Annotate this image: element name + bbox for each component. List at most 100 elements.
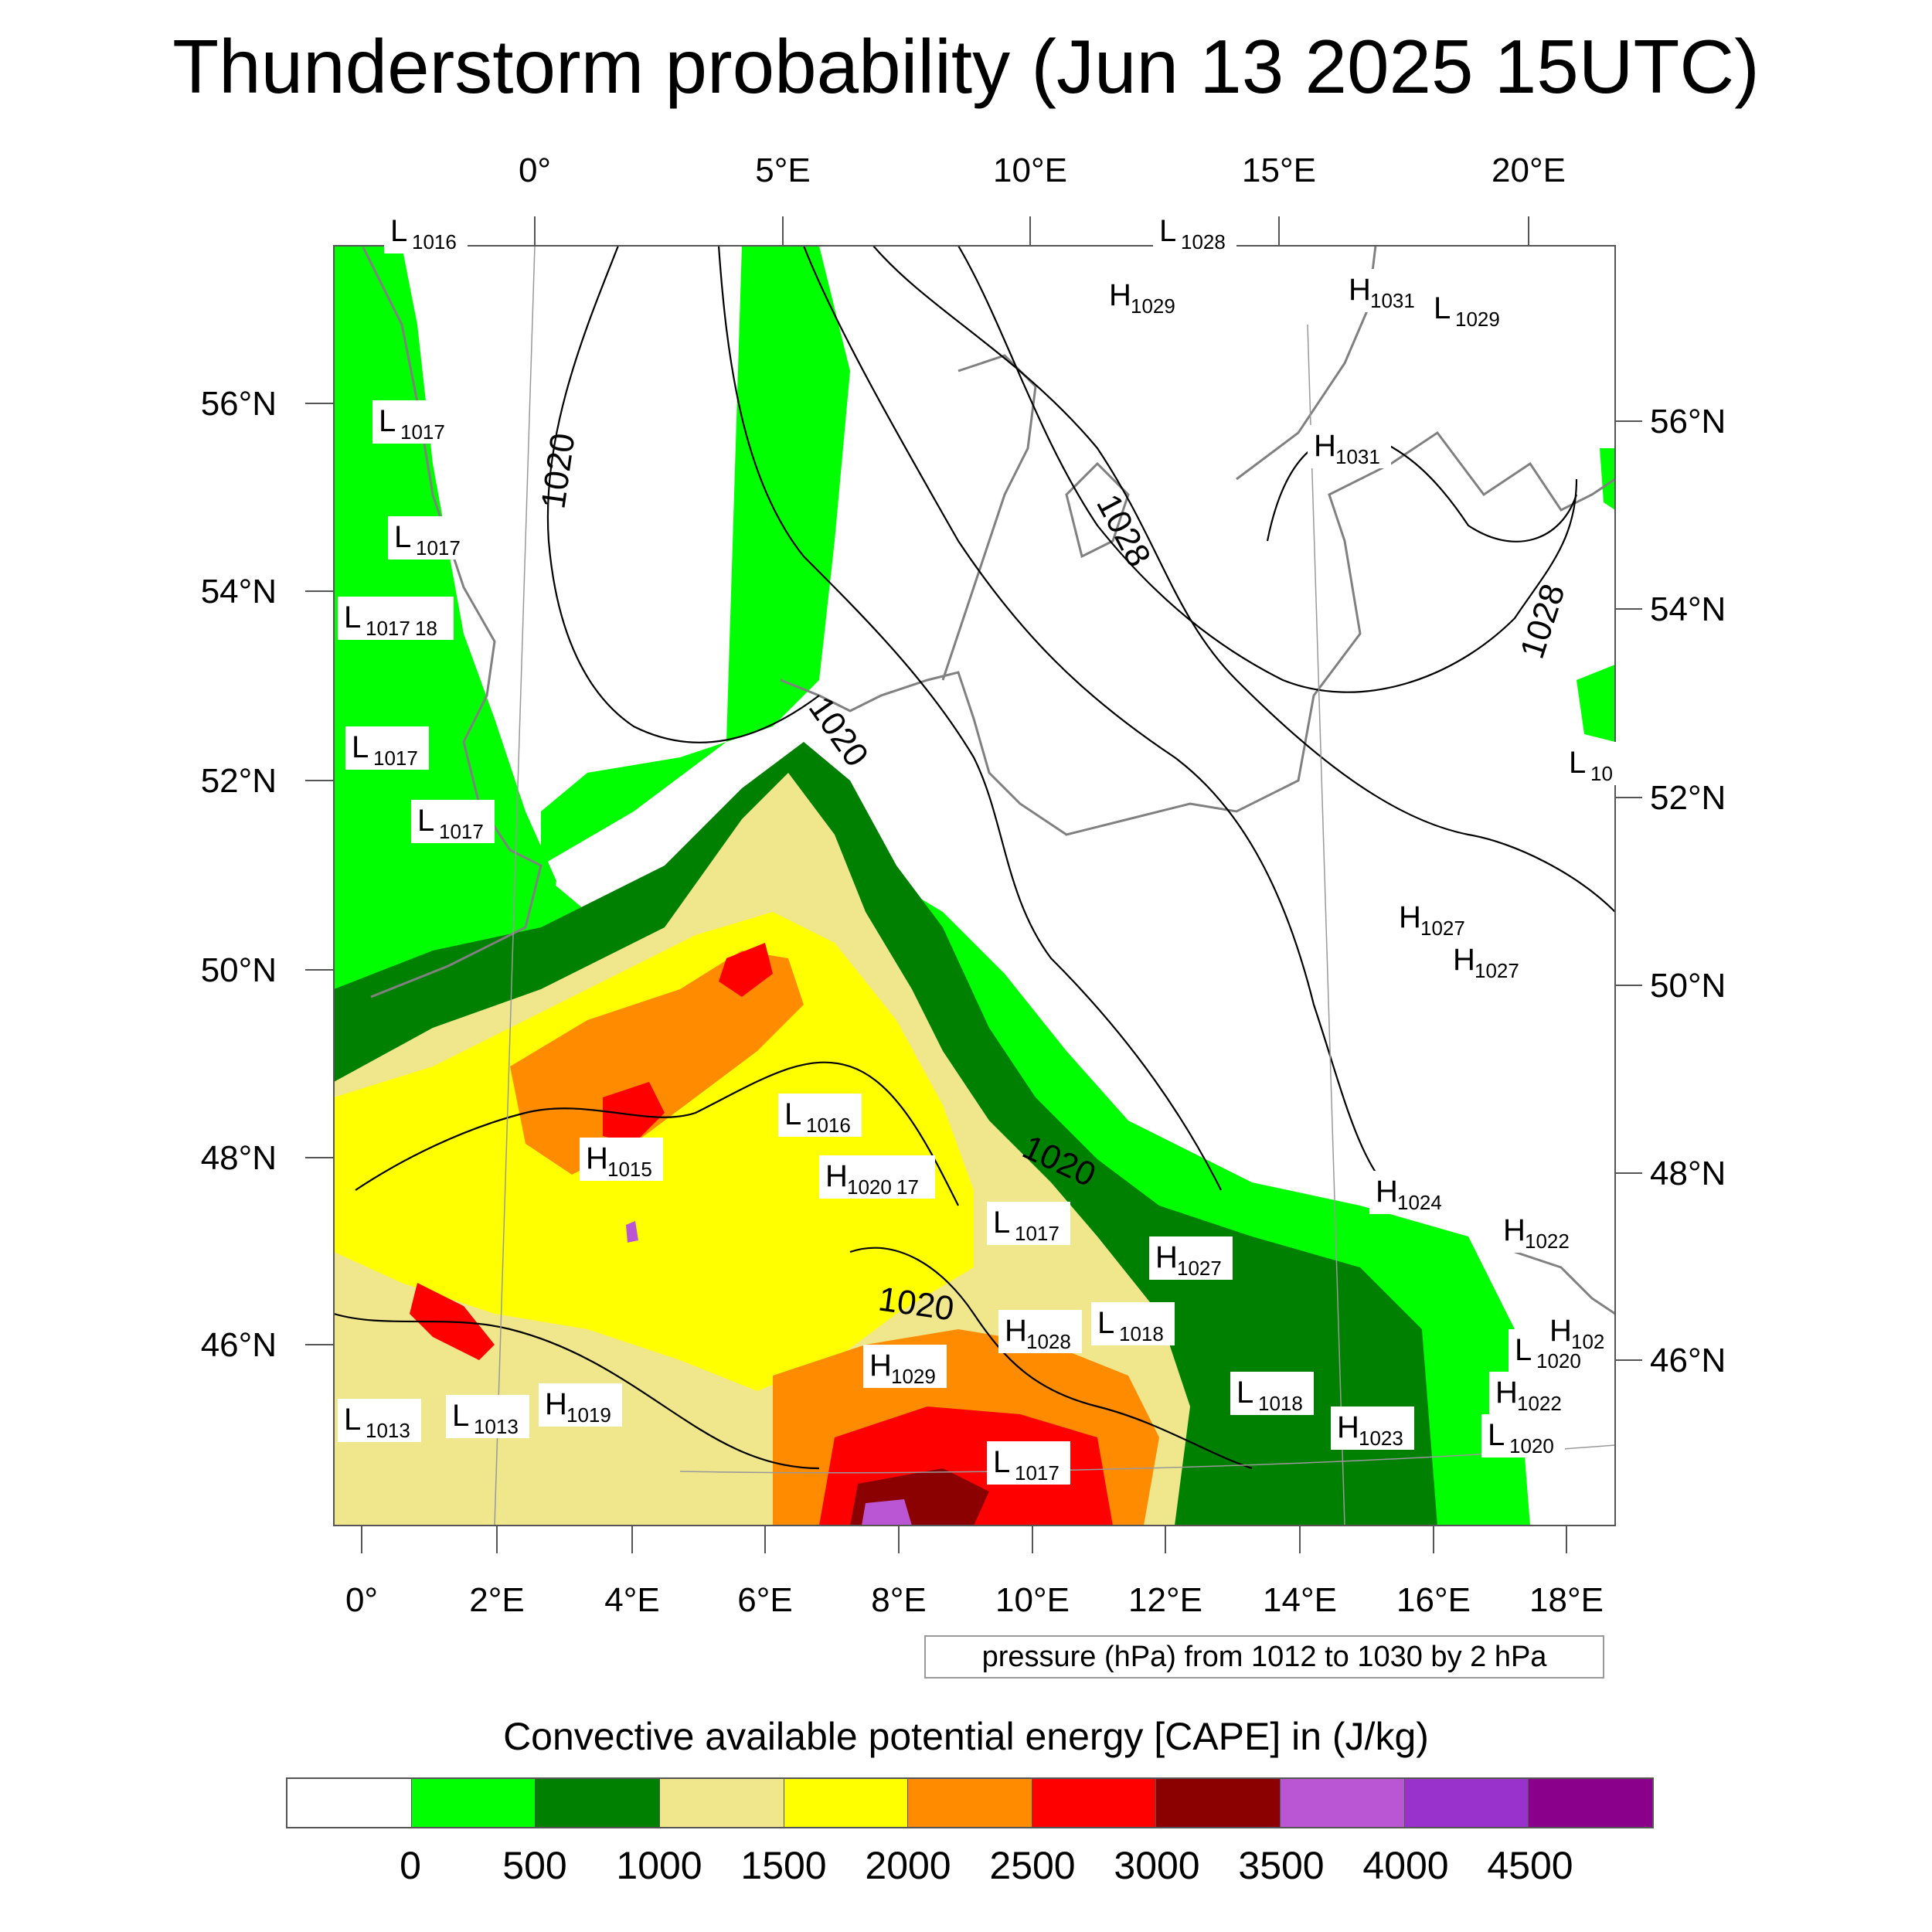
label-box <box>411 800 495 843</box>
colorbar-cell <box>1032 1779 1157 1827</box>
bottom-axis-label: 4°E <box>604 1581 659 1619</box>
low-pressure-label: L 1029 <box>1427 287 1511 331</box>
colorbar-title: Convective available potential energy [C… <box>503 1715 1429 1758</box>
colorbar-cell <box>1404 1779 1529 1827</box>
colorbar-tick: 3000 <box>1114 1844 1200 1887</box>
low-pressure-label: L 1018 <box>1230 1372 1314 1415</box>
colorbar-cell <box>287 1779 412 1827</box>
label-box <box>1091 1302 1175 1345</box>
pressure-center-value: 1016 <box>806 1114 851 1137</box>
low-pressure-label: L 1020 <box>1481 1414 1565 1458</box>
low-pressure-label: L 10 <box>1563 742 1623 785</box>
label-box <box>1230 1372 1314 1415</box>
pressure-center-value: 1018 <box>1119 1322 1164 1345</box>
colorbar-tick: 4000 <box>1362 1844 1449 1887</box>
high-pressure-label: H 1020 17 <box>819 1155 935 1199</box>
high-pressure-label: H 1024 <box>1369 1171 1453 1214</box>
pressure-note: pressure (hPa) from 1012 to 1030 by 2 hP… <box>924 1635 1604 1679</box>
high-pressure-label: H 1028 <box>998 1310 1082 1353</box>
pressure-center-value: 1017 <box>373 747 418 770</box>
colorbar-cell <box>411 1779 536 1827</box>
colorbar-tick: 500 <box>502 1844 567 1887</box>
pressure-center-type: H <box>545 1387 567 1421</box>
pressure-center-value: 1017 <box>400 420 445 444</box>
pressure-center-value: 1029 <box>1455 308 1500 331</box>
left-axis-label: 48°N <box>201 1139 277 1177</box>
colorbar-cell <box>1156 1779 1281 1827</box>
cape-field <box>334 246 1615 1526</box>
cape-region-green-east <box>1577 448 1615 742</box>
label-box <box>539 1383 622 1427</box>
top-axis-label: 10°E <box>993 151 1067 189</box>
label-box <box>778 1094 862 1137</box>
bottom-axis-label: 10°E <box>995 1581 1070 1619</box>
high-pressure-label: H 1027 <box>1447 939 1530 982</box>
pressure-center-value: 1028 <box>1026 1330 1071 1353</box>
label-box <box>863 1345 947 1388</box>
label-box <box>1481 1414 1565 1458</box>
pressure-center-type: H <box>1549 1314 1572 1348</box>
left-axis-label: 56°N <box>201 385 277 423</box>
bottom-axis-label: 16°E <box>1396 1581 1471 1619</box>
colorbar-cell <box>659 1779 784 1827</box>
top-axis-labels: 0° 5°E 10°E 15°E 20°E <box>519 151 1566 189</box>
high-pressure-label: H 1022 <box>1489 1372 1573 1415</box>
pressure-center-value: 1019 <box>566 1403 611 1427</box>
label-box <box>446 1395 529 1438</box>
high-pressure-label: H 1015 <box>580 1138 663 1181</box>
pressure-center-value: 1017 <box>1015 1461 1060 1485</box>
pressure-center-value: 1017 <box>439 820 484 843</box>
bottom-axis-label: 0° <box>345 1581 378 1619</box>
right-axis-label: 56°N <box>1650 403 1726 440</box>
graticule <box>494 245 1616 1526</box>
pressure-center-type: L <box>993 1445 1010 1479</box>
colorbar-tick: 1000 <box>616 1844 702 1887</box>
map-title: Thunderstorm probability (Jun 13 2025 15… <box>172 24 1760 109</box>
pressure-center-value: 1022 <box>1525 1230 1570 1253</box>
label-box <box>1308 425 1391 468</box>
high-pressure-label: H 1022 <box>1497 1209 1580 1253</box>
left-axis-label: 46°N <box>201 1326 277 1364</box>
pressure-center-type: L <box>1515 1333 1532 1367</box>
pressure-center-type: H <box>1453 943 1475 977</box>
left-axis-labels: 56°N 54°N 52°N 50°N 48°N 46°N <box>201 385 277 1364</box>
pressure-center-type: H <box>1314 429 1336 463</box>
pressure-center-value: 1022 <box>1517 1392 1562 1415</box>
high-pressure-label: H 1027 <box>1393 896 1476 940</box>
pressure-center-value: 1024 <box>1397 1191 1442 1214</box>
label-box <box>345 726 429 770</box>
axis-ticks <box>305 216 1642 1553</box>
pressure-center-value: 1027 <box>1177 1257 1222 1280</box>
isobars <box>334 246 1615 1470</box>
label-box <box>580 1138 663 1181</box>
label-box <box>998 1310 1082 1353</box>
pressure-center-value: 1015 <box>607 1158 652 1181</box>
pressure-center-type: L <box>1159 214 1176 248</box>
right-axis-label: 50°N <box>1650 967 1726 1005</box>
pressure-center-type: H <box>1503 1213 1526 1247</box>
pressure-center-type: H <box>1337 1410 1359 1444</box>
colorbar <box>286 1777 1654 1828</box>
pressure-center-type: H <box>1349 273 1371 307</box>
cape-region-red-north <box>603 943 773 1144</box>
label-box <box>987 1441 1070 1485</box>
pressure-center-type: L <box>394 520 411 554</box>
right-axis-label: 54°N <box>1650 590 1726 628</box>
bottom-axis-label: 18°E <box>1529 1581 1604 1619</box>
pressure-center-type: H <box>1376 1175 1398 1209</box>
label-box <box>1369 1171 1453 1214</box>
bottom-axis-label: 8°E <box>871 1581 926 1619</box>
map-frame <box>333 245 1616 1526</box>
label-box <box>1393 896 1476 940</box>
pressure-center-type: H <box>586 1141 608 1175</box>
pressure-center-type: L <box>379 404 396 438</box>
right-axis-label: 46°N <box>1650 1342 1726 1379</box>
colorbar-tick: 3500 <box>1238 1844 1325 1887</box>
colorbar-tick: 2500 <box>989 1844 1076 1887</box>
pressure-center-value: 1020 <box>1509 1434 1554 1458</box>
label-box <box>1543 1310 1604 1353</box>
top-axis-label: 15°E <box>1242 151 1316 189</box>
pressure-center-value: 1016 <box>412 230 457 253</box>
bottom-axis-label: 6°E <box>737 1581 792 1619</box>
pressure-center-type: L <box>390 214 407 248</box>
